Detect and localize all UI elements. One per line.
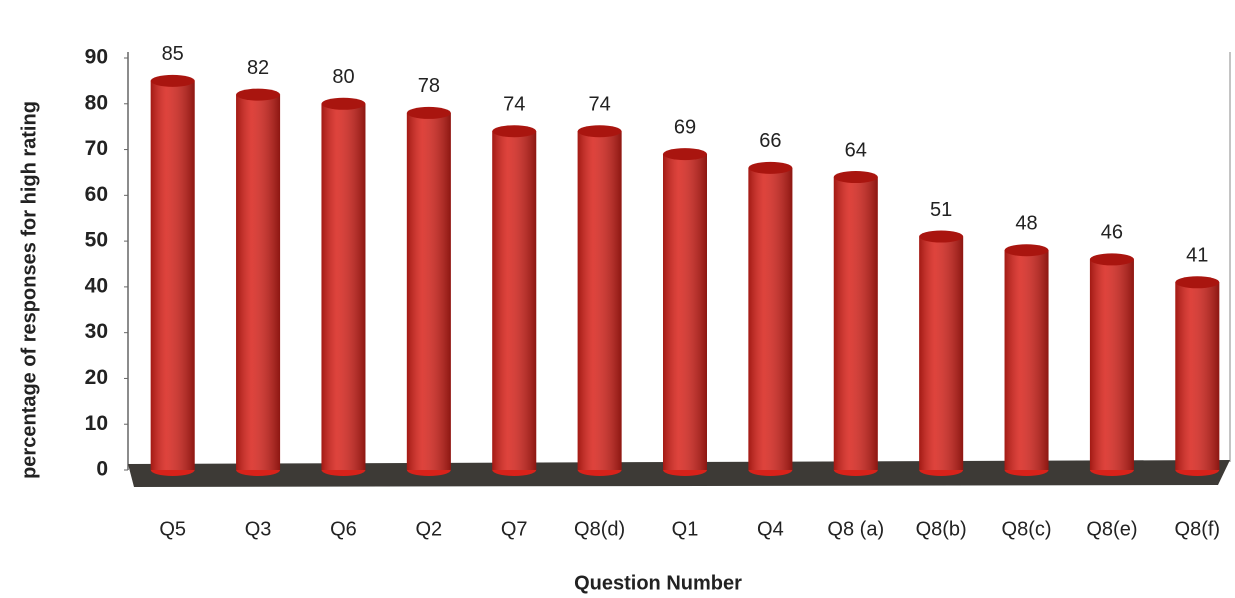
value-label: 41 bbox=[1186, 245, 1208, 267]
x-tick-label: Q5 bbox=[159, 518, 186, 540]
bar-cap bbox=[321, 97, 366, 110]
bar-shade bbox=[1004, 250, 1049, 470]
bar-cap bbox=[919, 230, 964, 243]
value-label: 66 bbox=[759, 130, 781, 152]
bar-cap bbox=[1089, 253, 1134, 266]
y-tick-label: 20 bbox=[85, 366, 108, 389]
bar-cap bbox=[150, 74, 195, 87]
value-label: 80 bbox=[332, 66, 354, 88]
bar-cap bbox=[492, 125, 537, 138]
value-label: 74 bbox=[588, 94, 610, 116]
value-label: 51 bbox=[930, 199, 952, 221]
bar-shade bbox=[833, 177, 878, 470]
value-label: 46 bbox=[1101, 222, 1123, 244]
y-tick-label: 90 bbox=[85, 46, 108, 69]
bar-shade bbox=[1089, 259, 1134, 470]
y-tick-label: 70 bbox=[85, 137, 108, 160]
x-tick-label: Q3 bbox=[245, 518, 272, 540]
x-tick-label: Q8(b) bbox=[916, 518, 967, 540]
value-label: 48 bbox=[1015, 213, 1037, 235]
bar-shade bbox=[492, 131, 537, 470]
bar-shade bbox=[748, 167, 793, 470]
bar-shade bbox=[663, 154, 707, 470]
y-axis-title: percentage of responses for high rating bbox=[18, 101, 40, 479]
bar-shade bbox=[1175, 282, 1220, 470]
x-tick-label: Q4 bbox=[757, 518, 784, 540]
bar-cap bbox=[748, 161, 793, 174]
y-tick-label: 30 bbox=[85, 320, 108, 343]
y-tick-label: 80 bbox=[85, 91, 108, 114]
bar-shade bbox=[321, 103, 366, 471]
x-tick-label: Q1 bbox=[672, 518, 699, 540]
y-tick-label: 10 bbox=[85, 412, 108, 435]
value-label: 74 bbox=[503, 94, 525, 116]
bar-shade bbox=[406, 112, 451, 470]
x-tick-label: Q8(c) bbox=[1002, 518, 1052, 540]
bar-cap bbox=[1004, 244, 1049, 257]
y-tick-label: 0 bbox=[96, 458, 108, 481]
bar-shade bbox=[577, 131, 622, 470]
x-tick-label: Q8 (a) bbox=[827, 518, 884, 540]
bar-cap bbox=[1175, 276, 1220, 289]
bar-cap bbox=[577, 125, 622, 138]
x-tick-label: Q8(d) bbox=[574, 518, 625, 540]
x-tick-label: Q8(f) bbox=[1175, 518, 1221, 540]
x-tick-label: Q7 bbox=[501, 518, 528, 540]
x-tick-label: Q2 bbox=[416, 518, 443, 540]
value-label: 85 bbox=[162, 43, 184, 65]
y-tick-label: 60 bbox=[85, 183, 108, 206]
y-tick-label: 50 bbox=[85, 229, 108, 252]
y-tick-label: 40 bbox=[85, 274, 108, 297]
bar-shade bbox=[150, 80, 195, 470]
x-axis-title: Question Number bbox=[574, 572, 742, 594]
bar-cap bbox=[833, 171, 878, 184]
bar-cap bbox=[663, 148, 707, 161]
value-label: 64 bbox=[845, 139, 867, 161]
bar-shade bbox=[236, 94, 281, 470]
bar-shade bbox=[919, 236, 964, 470]
value-label: 82 bbox=[247, 57, 269, 79]
value-label: 78 bbox=[418, 75, 440, 97]
bar-cap bbox=[406, 106, 451, 119]
bar-cap bbox=[236, 88, 281, 101]
value-label: 69 bbox=[674, 116, 696, 138]
x-tick-label: Q6 bbox=[330, 518, 357, 540]
x-tick-label: Q8(e) bbox=[1086, 518, 1137, 540]
